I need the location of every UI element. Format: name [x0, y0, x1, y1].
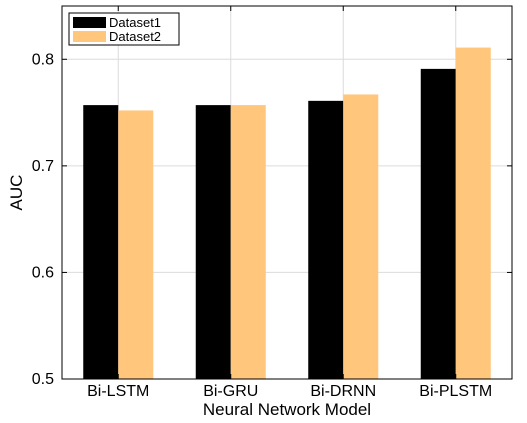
y-tick-label: 0.7	[32, 158, 54, 175]
y-tick-label: 0.5	[32, 371, 54, 388]
x-tick-label: Bi-GRU	[203, 383, 258, 400]
tick-marks	[62, 6, 512, 380]
legend-label: Dataset2	[109, 29, 161, 44]
legend-swatch	[73, 31, 106, 42]
bar-dataset2-bi-lstm	[118, 110, 154, 379]
y-axis-label: AUC	[7, 175, 26, 211]
y-tick-label: 0.6	[32, 264, 54, 281]
x-tick-labels: Bi-LSTM Bi-GRU Bi-DRNN Bi-PLSTM	[87, 383, 492, 400]
bars-group	[83, 47, 491, 380]
bar-dataset2-bi-plstm	[455, 47, 491, 379]
bar-dataset2-bi-gru	[230, 105, 266, 380]
bar-dataset1-bi-plstm	[420, 68, 456, 380]
plot-frame	[61, 5, 513, 380]
bar-dataset1-bi-drnn	[308, 100, 344, 379]
x-tick-label: Bi-LSTM	[87, 383, 149, 400]
y-tick-labels: 0.5 0.6 0.7 0.8	[32, 51, 54, 388]
y-tick-label: 0.8	[32, 51, 54, 68]
legend-label: Dataset1	[109, 15, 161, 30]
bar-dataset1-bi-gru	[195, 105, 231, 380]
legend-swatch	[73, 17, 106, 28]
bar-dataset2-bi-drnn	[343, 94, 379, 379]
x-tick-label: Bi-PLSTM	[419, 383, 492, 400]
x-axis-label: Neural Network Model	[203, 400, 371, 419]
bar-dataset1-bi-lstm	[83, 105, 119, 380]
x-tick-label: Bi-DRNN	[310, 383, 376, 400]
